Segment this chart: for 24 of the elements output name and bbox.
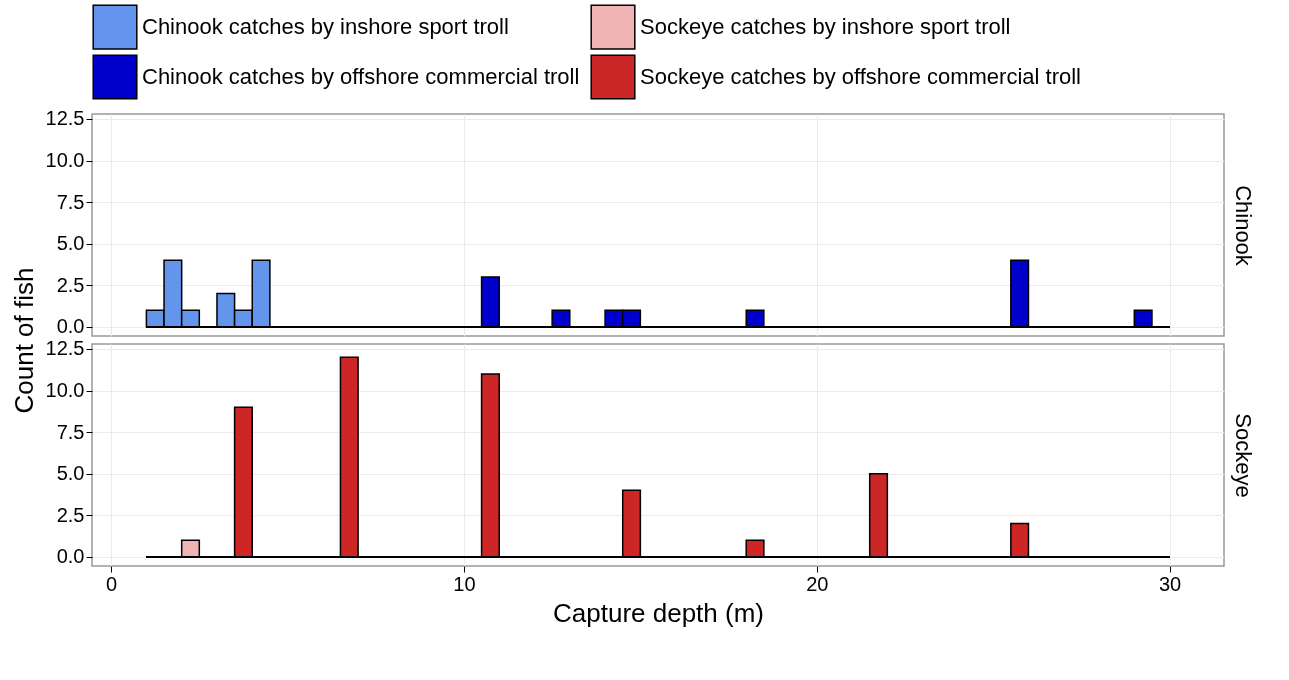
legend-label: Chinook catches by inshore sport troll [142, 14, 509, 40]
x-tick-label: 20 [806, 572, 829, 595]
legend-label: Chinook catches by offshore commercial troll [142, 64, 580, 89]
y-tick-label: 10.0 [45, 149, 85, 172]
y-tick-label: 12.5 [45, 107, 85, 130]
x-tick-label: 0 [106, 572, 118, 595]
x-tick-label: 30 [1158, 572, 1182, 595]
legend-label: Sockeye catches by inshore sport troll [640, 14, 1011, 40]
x-axis-title: Capture depth (m) [553, 597, 764, 628]
x-tick-label: 10 [453, 572, 476, 595]
y-tick-label: 12.5 [45, 337, 85, 360]
y-tick-label: 7.5 [56, 190, 85, 213]
y-tick-label: 0.0 [56, 545, 85, 568]
y-tick-label: 7.5 [56, 420, 85, 443]
text: Sockeye [1230, 413, 1256, 498]
y-tick-label: 5.0 [56, 232, 85, 255]
y-tick-label: 10.0 [45, 379, 85, 402]
y-tick-label: 0.0 [56, 315, 85, 338]
text: Chinook [1230, 185, 1256, 267]
y-tick-label: 5.0 [56, 462, 85, 485]
y-tick-label: 2.5 [56, 503, 85, 526]
y-axis-title: Count of fish [8, 267, 39, 414]
legend-label: Sockeye catches by offshore commercial troll [640, 64, 1081, 89]
y-tick-label: 2.5 [56, 273, 85, 296]
